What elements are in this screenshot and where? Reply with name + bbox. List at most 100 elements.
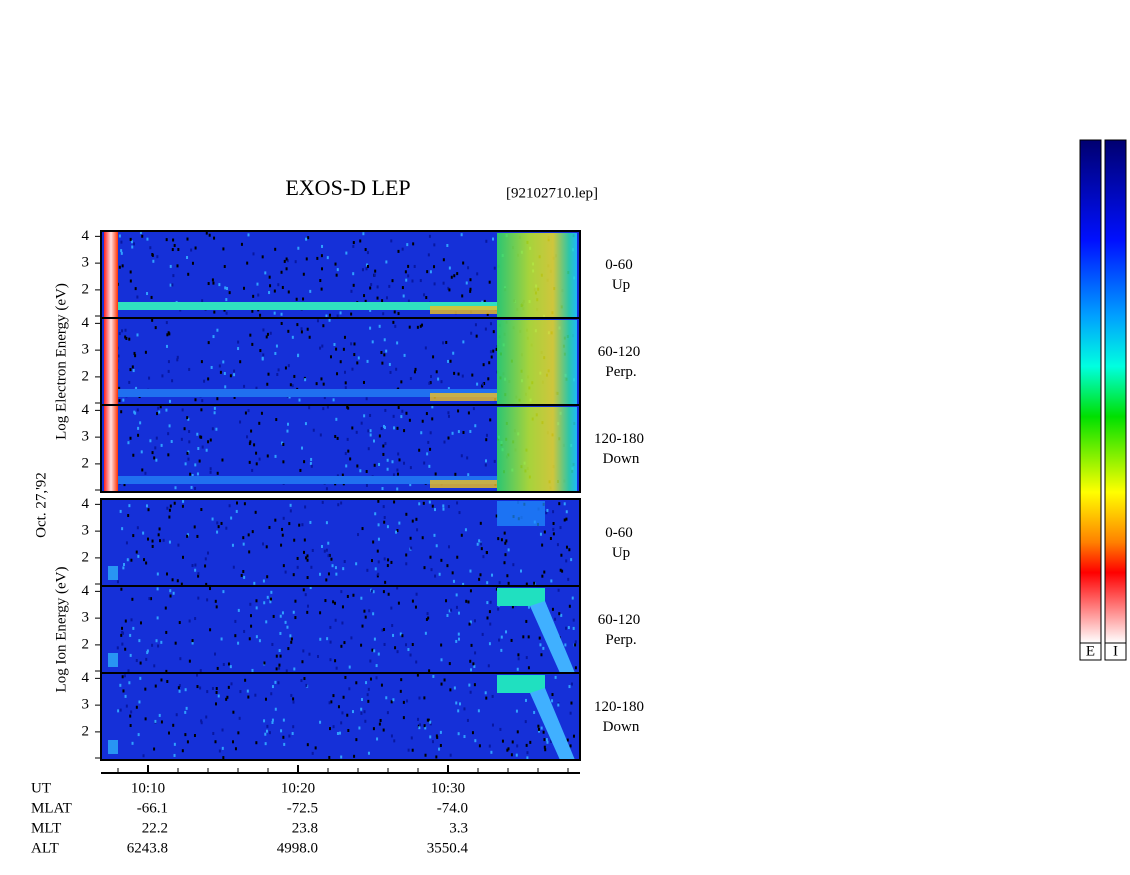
spectrogram-pixel <box>457 611 460 615</box>
spectrogram-pixel <box>373 649 376 653</box>
spectrogram-pixel <box>151 318 154 322</box>
spectrogram-pixel <box>310 457 313 461</box>
spectrogram-pixel <box>231 543 234 547</box>
spectrogram-pixel <box>185 706 188 710</box>
spectrogram-pixel <box>255 451 258 455</box>
spectrogram-pixel <box>565 626 568 630</box>
spectrogram-pixel <box>398 521 401 525</box>
spectrogram-pixel <box>438 747 441 751</box>
spectrogram-pixel <box>327 541 330 545</box>
spectrogram-pixel <box>166 679 169 683</box>
spectrogram-pixel <box>217 694 220 698</box>
spectrogram-pixel <box>393 500 396 504</box>
spectrogram-pixel <box>243 575 246 579</box>
spectrogram-pixel <box>401 286 404 290</box>
spectrogram-pixel <box>213 310 216 314</box>
spectrogram-pixel <box>206 598 209 602</box>
spectrogram-pixel <box>469 659 472 663</box>
spectrogram-pixel <box>551 607 554 611</box>
spectrogram-pixel <box>216 530 219 534</box>
spectrogram-pixel <box>304 505 307 509</box>
spectrogram-pixel <box>420 431 423 435</box>
spectrogram-pixel <box>128 681 131 685</box>
spectrogram-pixel <box>485 438 488 442</box>
spectrogram-pixel <box>188 659 191 663</box>
spectrogram-pixel <box>456 555 459 559</box>
panel-range: 120-180 <box>594 699 644 715</box>
spectrogram-pixel <box>470 668 473 672</box>
spectrogram-pixel <box>167 360 170 364</box>
spectrogram-pixel <box>457 637 460 641</box>
spectrogram-pixel <box>225 697 228 701</box>
spectrogram-pixel <box>545 511 548 515</box>
spectrogram-pixel <box>572 626 575 630</box>
spectrogram-pixel <box>411 643 414 647</box>
spectrogram-pixel <box>376 285 379 289</box>
spectrogram-pixel <box>385 260 388 264</box>
spectrogram-pixel <box>181 749 184 753</box>
spectrogram-pixel <box>411 519 414 523</box>
spectrogram-pixel <box>275 654 278 658</box>
spectrogram-pixel <box>403 353 406 357</box>
spectrogram-pixel <box>382 728 385 732</box>
spectrogram-pixel <box>176 264 179 268</box>
spectrogram-pixel <box>282 564 285 568</box>
spectrogram-pixel <box>226 695 229 699</box>
spectrogram-pixel <box>191 261 194 265</box>
spectrogram-pixel <box>344 452 347 456</box>
date: Oct. 27,'92 <box>33 472 49 538</box>
spectrogram-pixel <box>537 724 540 728</box>
spectrogram-pixel <box>546 508 549 512</box>
spectrogram-pixel <box>427 253 430 257</box>
spectrogram-pixel <box>213 406 216 410</box>
spectrogram-pixel <box>337 503 340 507</box>
spectrogram-pixel <box>466 456 469 460</box>
spectrogram-pixel <box>564 643 567 647</box>
spectrogram-pixel <box>414 367 417 371</box>
spectrogram-pixel <box>263 719 266 723</box>
spectrogram-pixel <box>376 549 379 553</box>
spectrogram-pixel <box>364 719 367 723</box>
spectrogram-pixel <box>191 641 194 645</box>
spectrogram-pixel <box>121 626 124 630</box>
spectrogram-pixel <box>559 526 562 530</box>
spectrogram-pixel <box>216 397 219 401</box>
spectrogram-pixel <box>277 681 280 685</box>
spectrogram-pixel <box>181 408 184 412</box>
spectrogram-pixel <box>303 550 306 554</box>
spectrogram-pixel <box>220 637 223 641</box>
spectrogram-pixel <box>289 634 292 638</box>
spectrogram-pixel <box>377 523 380 527</box>
spectrogram-pixel <box>434 472 437 476</box>
spectrogram-pixel <box>239 360 242 364</box>
spectrogram-pixel <box>435 370 438 374</box>
spectrogram-pixel <box>467 473 470 477</box>
spectrogram-pixel <box>296 556 299 560</box>
panel-range: 0-60 <box>605 525 633 541</box>
spectrogram-pixel <box>384 442 387 446</box>
spectrogram-pixel <box>433 265 436 269</box>
spectrogram-pixel <box>556 543 559 547</box>
spectrogram-pixel <box>259 349 262 353</box>
group-frame <box>100 498 581 761</box>
spectrogram-pixel <box>176 579 179 583</box>
spectrogram-pixel <box>437 377 440 381</box>
spectrogram-pixel <box>310 565 313 569</box>
spectrogram-pixel <box>482 363 485 367</box>
spectrogram-pixel <box>118 386 121 390</box>
spectrogram-pixel <box>490 750 493 754</box>
spectrogram-pixel <box>292 700 295 704</box>
spectrogram-pixel <box>407 264 410 268</box>
spectrogram-pixel <box>306 610 309 614</box>
spectrogram-pixel <box>527 666 530 670</box>
spectrogram-pixel <box>282 460 285 464</box>
spectrogram-pixel <box>429 381 432 385</box>
spectrogram-pixel <box>199 686 202 690</box>
spectrogram-pixel <box>250 624 253 628</box>
spectrogram-pixel <box>155 436 158 440</box>
spectrogram-pixel <box>545 738 548 742</box>
spectrogram-pixel <box>316 319 319 323</box>
spectrogram-pixel <box>433 243 436 247</box>
spectrogram-pixel <box>332 725 335 729</box>
spectrogram-pixel <box>489 322 492 326</box>
